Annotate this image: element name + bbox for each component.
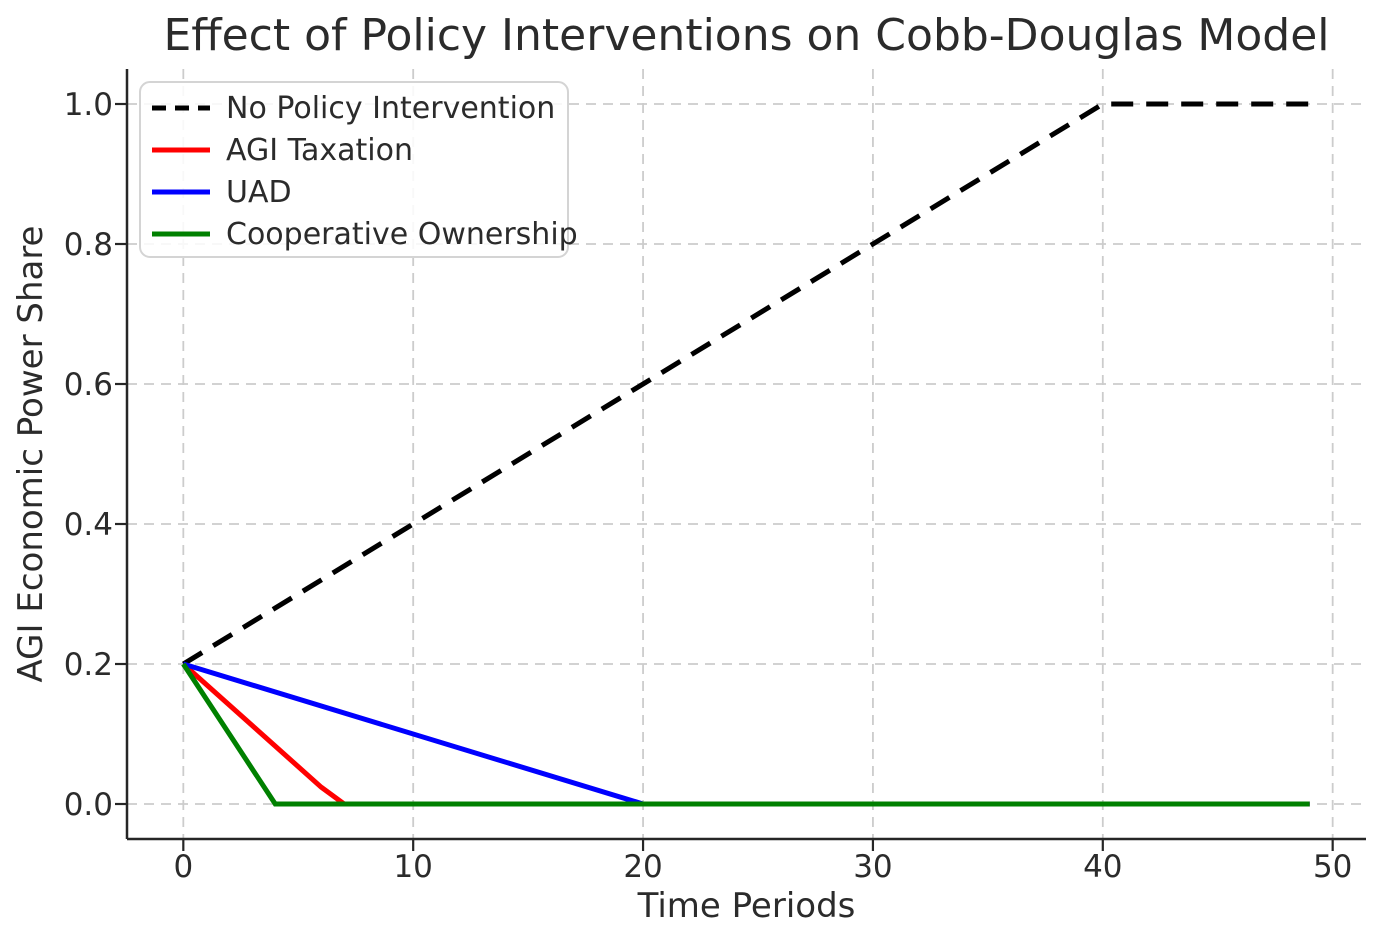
series-line-agi-taxation	[181, 662, 1310, 807]
y-tick-label: 0.6	[64, 367, 113, 403]
y-tick-label: 0.8	[64, 227, 113, 263]
x-tick-label: 30	[853, 849, 892, 885]
series-line-uad	[182, 661, 1310, 807]
legend-label: Cooperative Ownership	[226, 217, 578, 252]
y-tick-label: 0.0	[64, 787, 113, 823]
x-tick-label: 0	[173, 849, 193, 885]
legend-label: No Policy Intervention	[226, 91, 555, 126]
x-tick-label: 50	[1313, 849, 1352, 885]
legend-label: UAD	[226, 175, 292, 210]
x-tick-label: 10	[393, 849, 432, 885]
legend-label: AGI Taxation	[226, 133, 413, 168]
y-tick-label: 0.2	[64, 647, 113, 683]
y-tick-label: 0.4	[64, 507, 113, 543]
series-line-no-policy-intervention	[182, 101, 1310, 667]
legend-box	[139, 81, 569, 258]
x-tick-label: 40	[1083, 849, 1122, 885]
x-tick-label: 20	[623, 849, 662, 885]
chart-title: Effect of Policy Interventions on Cobb-D…	[163, 10, 1330, 61]
series-line-cooperative-ownership	[181, 662, 1310, 807]
legend: No Policy Intervention AGI Taxation UAD Coo…	[139, 81, 578, 258]
y-tick-label: 1.0	[64, 87, 113, 123]
x-axis-label: Time Periods	[637, 886, 856, 926]
